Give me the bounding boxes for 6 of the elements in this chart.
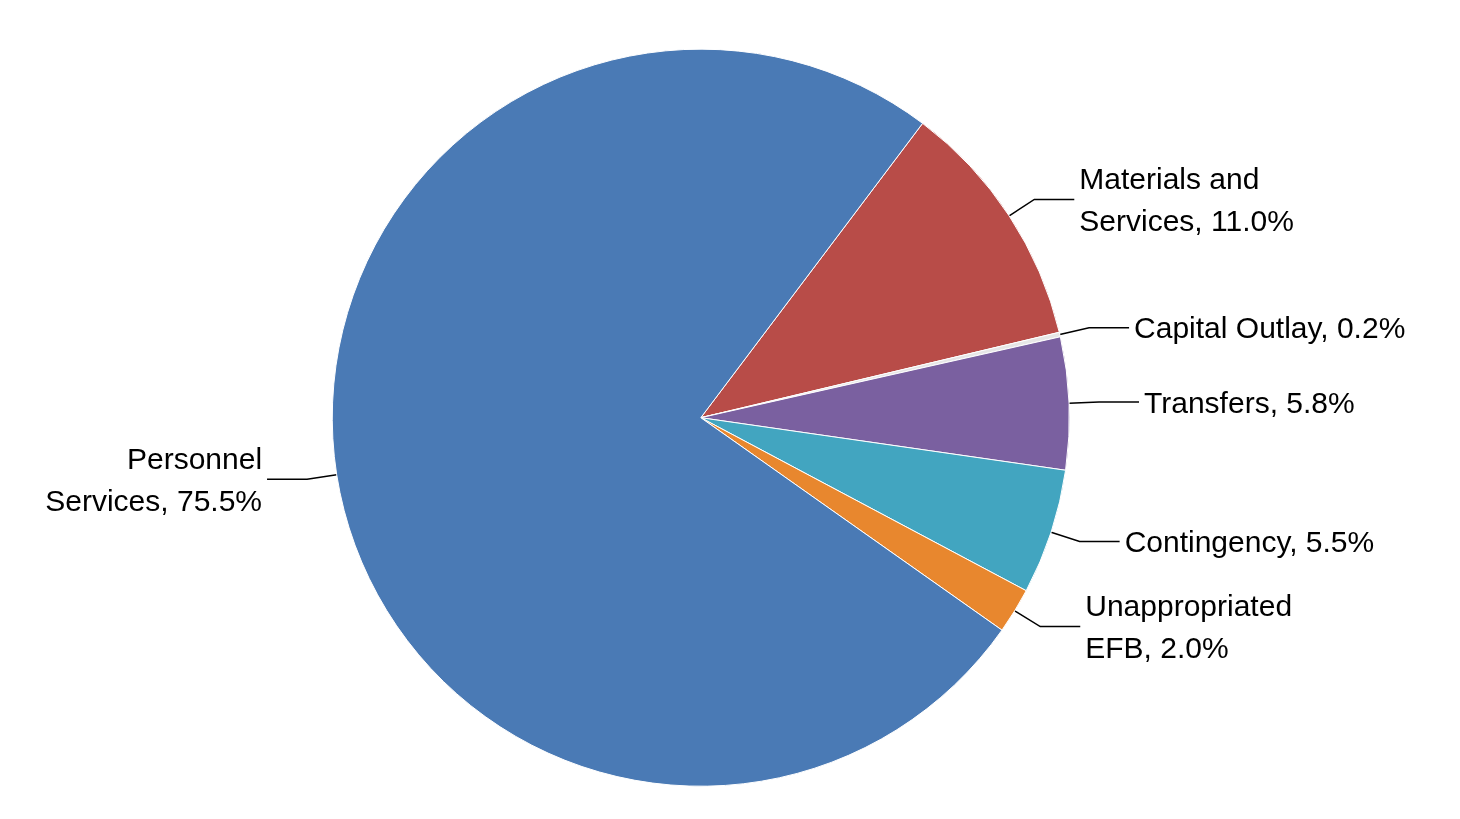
slice-label: Materials and Services, 11.0% <box>1079 161 1294 237</box>
slice-label: Personnel Services, 75.5% <box>45 441 263 517</box>
slice-label: Unappropriated EFB, 2.0% <box>1085 589 1293 665</box>
slice-label: Capital Outlay, 0.2% <box>1134 311 1406 345</box>
slice-label: Contingency, 5.5% <box>1124 525 1375 559</box>
slice-label: Transfers, 5.8% <box>1144 385 1355 419</box>
